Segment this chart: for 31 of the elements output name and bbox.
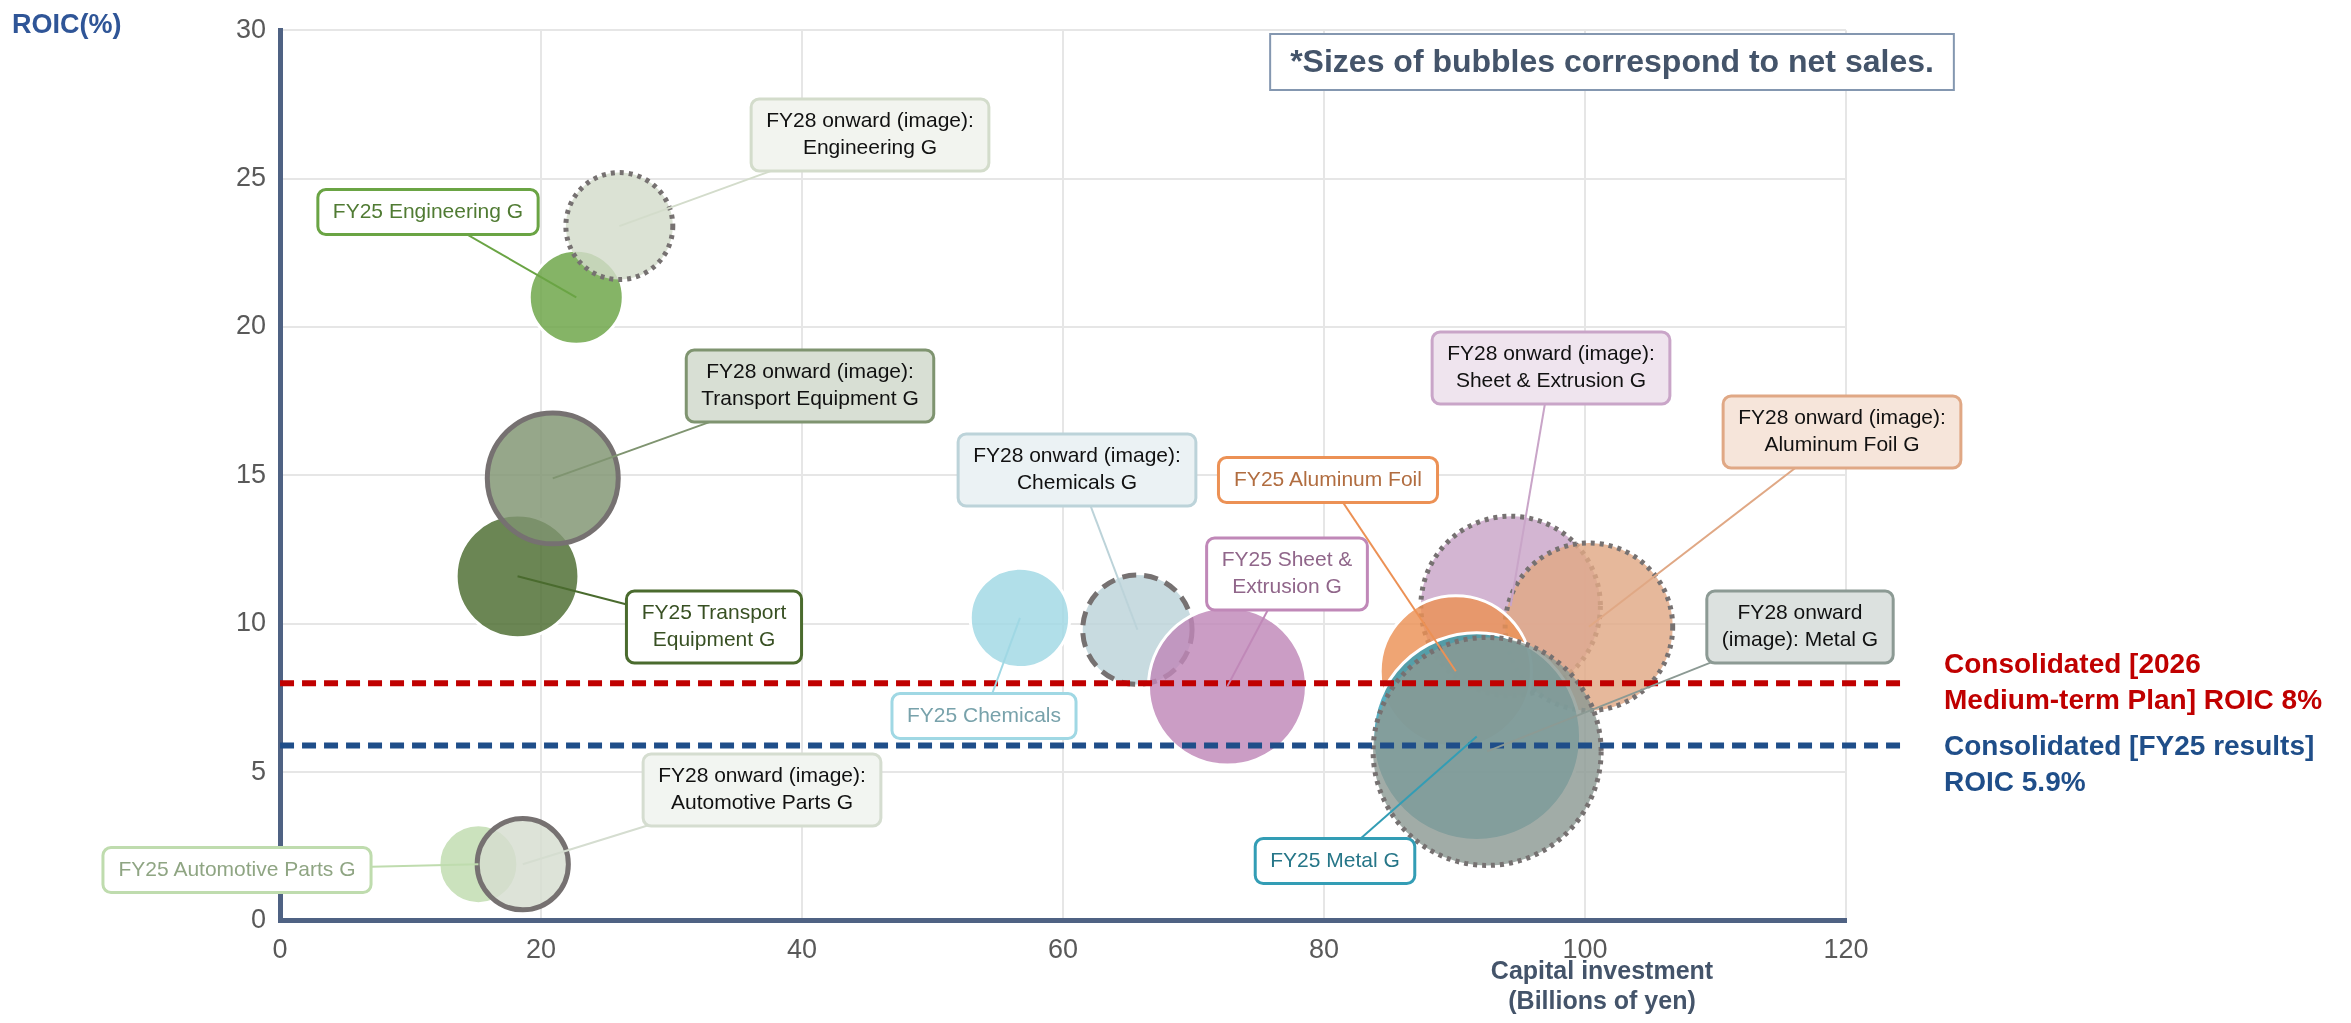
y-tick-label: 20 bbox=[235, 310, 267, 341]
series-label: FY25 Sheet & Extrusion G bbox=[1221, 547, 1353, 598]
text: FY28 onward (image): Chemicals G bbox=[973, 443, 1181, 494]
text: FY28 onward (image): Engineering G bbox=[766, 108, 974, 159]
ref-line-label: Consolidated [2026 Medium-term Plan] ROIC 8% bbox=[1944, 647, 2323, 715]
y-tick-label: 15 bbox=[235, 458, 267, 489]
x-tick-label: 0 bbox=[272, 934, 288, 965]
series-label: FY25 Metal G bbox=[1270, 847, 1400, 871]
text: FY25 Aluminum Foil bbox=[1234, 466, 1422, 490]
text: FY28 onward (image): Aluminum Foil G bbox=[1738, 405, 1946, 456]
x-tick-label: 40 bbox=[787, 934, 818, 965]
text: FY28 onward (image): Sheet & Extrusion G bbox=[1447, 341, 1655, 392]
y-tick-label: 25 bbox=[235, 162, 267, 193]
x-tick-label: 80 bbox=[1308, 934, 1340, 965]
text: FY25 Engineering G bbox=[332, 198, 524, 222]
text: FY28 onward (image): Transport Equipment G bbox=[701, 359, 919, 410]
y-axis-title: ROIC(%) bbox=[12, 9, 122, 40]
x-tick-label: 120 bbox=[1823, 934, 1869, 965]
text: FY28 onward (image): Metal G bbox=[1721, 600, 1879, 651]
annotation: *Sizes of bubbles correspond to net sales. bbox=[1290, 42, 1934, 79]
y-tick-label: 30 bbox=[235, 13, 267, 44]
y-tick-label: 10 bbox=[235, 607, 267, 638]
y-tick-label: 5 bbox=[251, 755, 267, 786]
ref-line-label: Consolidated [FY25 results] ROIC 5.9% bbox=[1944, 730, 2315, 798]
text: FY25 Automotive Parts G bbox=[118, 856, 356, 880]
x-tick-label: 60 bbox=[1047, 934, 1079, 965]
text: FY25 Chemicals bbox=[906, 702, 1062, 726]
text: FY25 Transport Equipment G bbox=[641, 600, 787, 651]
x-tick-label: 20 bbox=[526, 934, 557, 965]
text: FY28 onward (image): Automotive Parts G bbox=[658, 763, 866, 814]
y-tick-label: 0 bbox=[251, 904, 267, 935]
